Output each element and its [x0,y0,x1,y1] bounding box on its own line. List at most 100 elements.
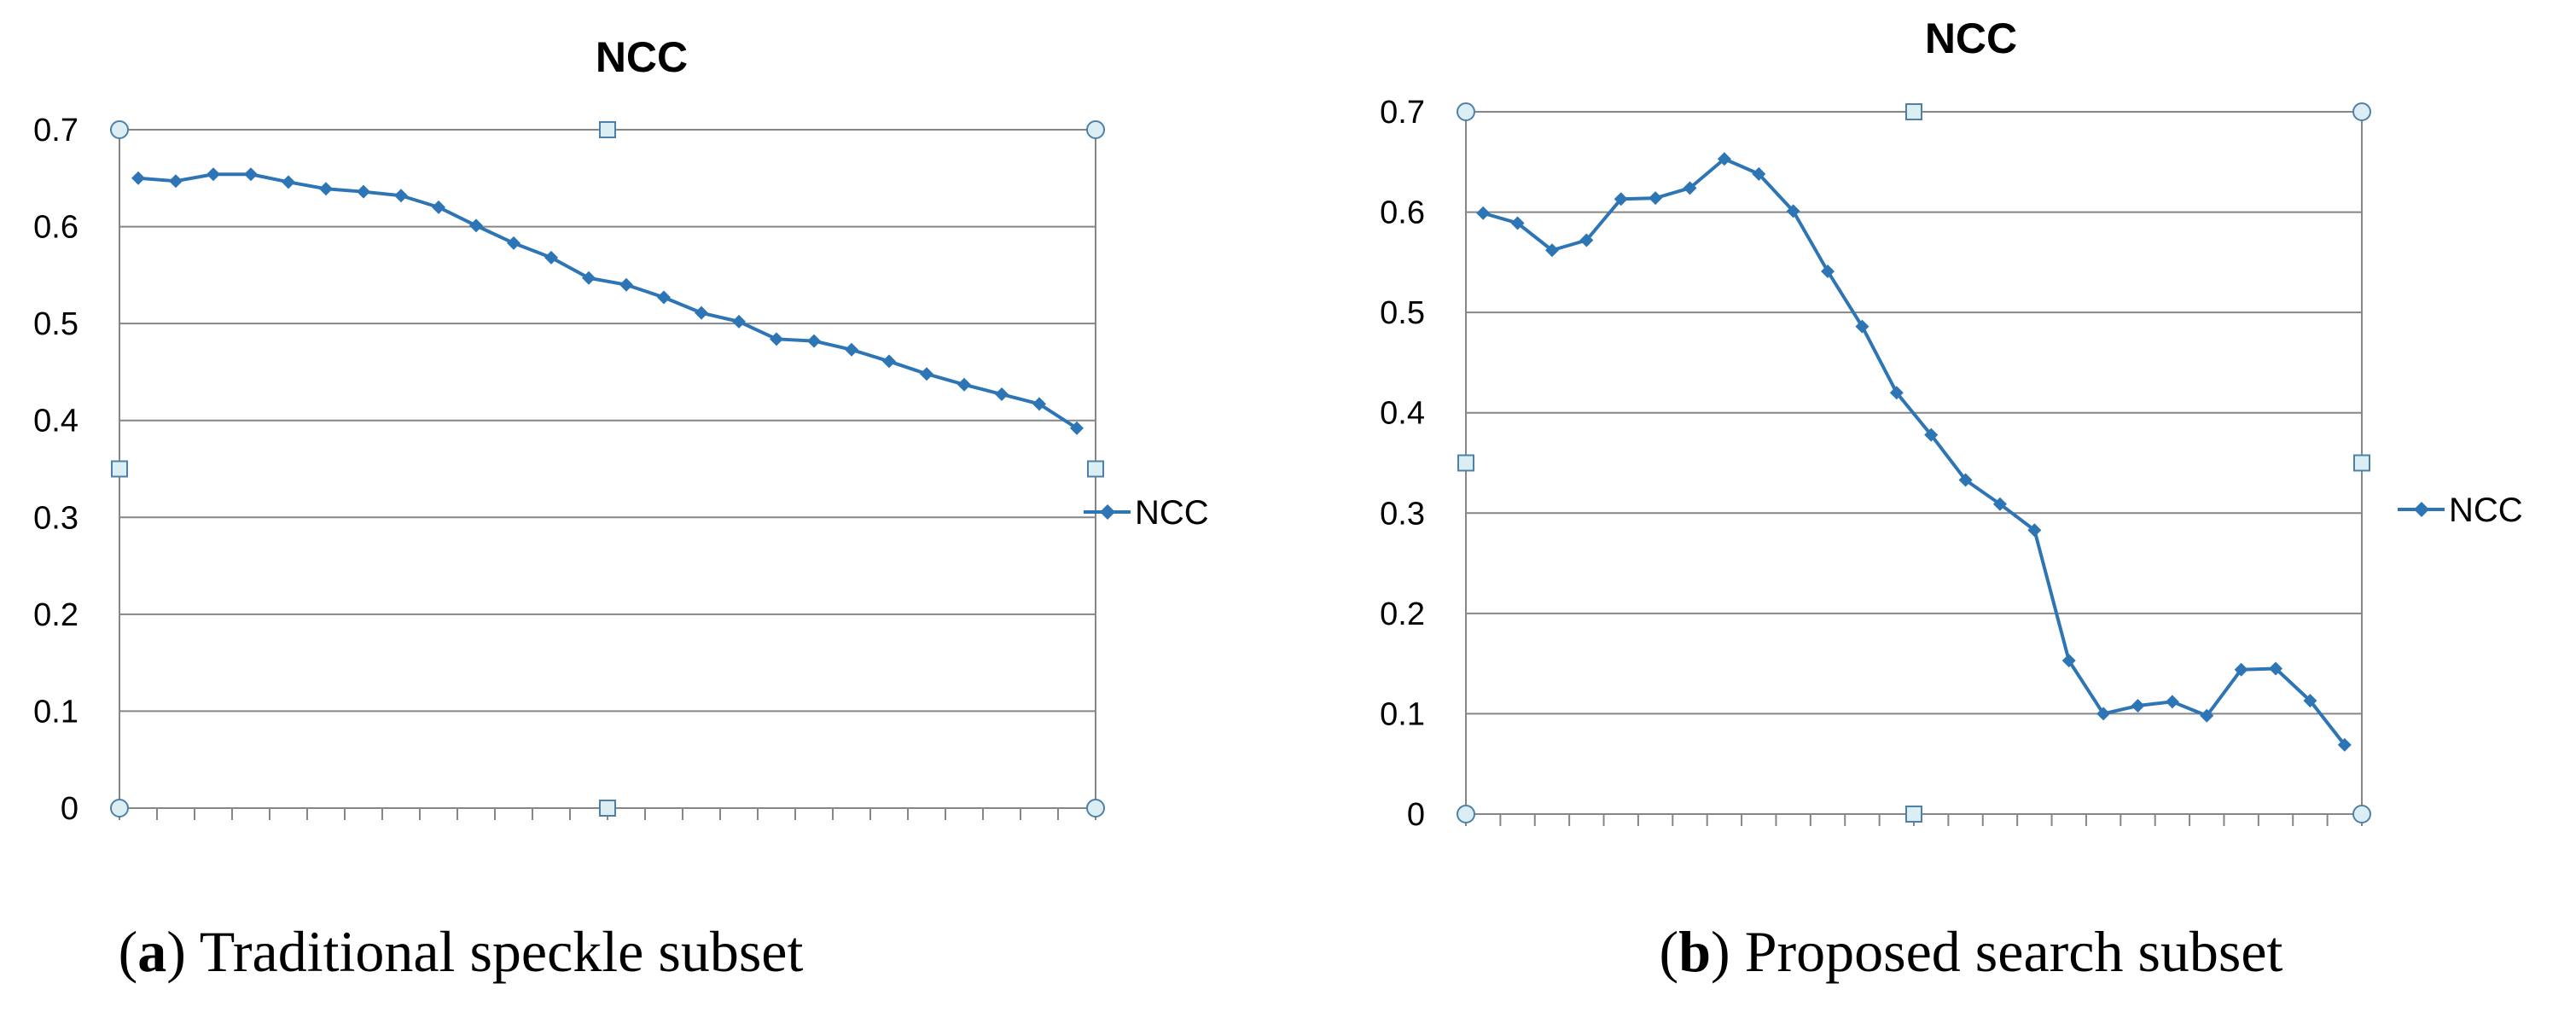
y-tick-label: 0.6 [1380,195,1425,231]
y-tick-label: 0.5 [1380,295,1425,331]
data-point [1924,428,1939,442]
legend-marker [2414,502,2429,517]
data-point [920,367,933,381]
data-point [432,200,445,214]
resize-handle-corner[interactable] [110,799,129,817]
resize-handle-edge[interactable] [599,121,616,138]
data-point [169,174,183,189]
data-point [1614,192,1628,207]
data-point [2303,694,2317,708]
data-point [807,334,821,348]
data-point [131,171,145,185]
data-point [619,277,633,292]
resize-handle-corner[interactable] [1457,805,1475,823]
data-point [657,290,671,305]
data-point [469,218,483,233]
data-point [394,189,408,203]
data-point [957,377,971,392]
resize-handle-edge[interactable] [1087,460,1104,478]
legend-marker [1100,504,1115,520]
resize-handle-corner[interactable] [2352,102,2371,121]
chart-title: NCC [1925,15,2017,62]
data-point [1579,233,1594,247]
data-point [1821,264,1835,278]
data-point [1717,152,1731,166]
chart-title: NCC [596,33,688,81]
y-tick-label: 0.2 [33,597,79,633]
series-line-ncc [137,172,1079,430]
series-line-ncc [1482,157,2346,747]
data-point [1032,397,1046,411]
data-point [1683,181,1697,195]
y-tick-label: 0.6 [33,210,79,246]
data-point [2061,654,2076,668]
data-point [1649,191,1663,206]
resize-handle-corner[interactable] [1086,120,1105,139]
legend-label: NCC [2449,492,2523,529]
data-point [2165,695,2179,709]
plot-area [1465,111,2363,815]
y-tick-label: 0 [61,791,79,827]
data-point [1992,497,2007,511]
data-point [1544,243,1559,258]
data-point [206,167,220,182]
resize-handle-corner[interactable] [2352,805,2371,823]
data-point [1958,473,1973,487]
chart-b: NCC 0 0.1 0.2 0.3 0.4 0.5 0.6 0.7 NCC [1380,15,2523,833]
data-point [282,175,295,189]
resize-handle-edge[interactable] [111,460,128,478]
data-point [2027,523,2042,538]
data-point [882,354,896,369]
data-point [1476,206,1491,220]
resize-handle-edge[interactable] [1905,806,1922,823]
data-point [1889,386,1904,400]
caption-b: (b) Proposed search subset [1660,919,2283,984]
data-point [244,167,258,182]
data-point [2337,737,2352,752]
caption-b-text: Proposed search subset [1730,919,2283,984]
data-point [1855,319,1869,334]
y-tick-label: 0.3 [33,500,79,536]
y-tick-label: 0.1 [33,694,79,730]
plot-area [119,129,1096,809]
caption-b-letter: b [1678,919,1711,984]
y-tick-label: 0.4 [1380,396,1425,432]
data-point [357,184,370,199]
data-point [1510,216,1525,230]
resize-handle-edge[interactable] [1457,454,1474,472]
data-point [845,342,858,357]
y-tick-label: 0.1 [1380,696,1425,732]
data-point [2200,708,2214,723]
y-tick-label: 0.7 [33,113,79,148]
y-tick-label: 0.5 [33,306,79,342]
legend-label: NCC [1135,494,1209,532]
data-point [732,314,746,329]
resize-handle-edge[interactable] [599,800,616,817]
y-tick-label: 0.2 [1380,596,1425,632]
y-tick-label: 0.3 [1380,496,1425,532]
data-point [582,271,596,285]
y-tick-label: 0.7 [1380,95,1425,131]
data-point [507,236,520,250]
caption-a: (a) Traditional speckle subset [119,919,804,984]
data-point [2131,699,2145,713]
y-tick-label: 0.4 [33,404,79,439]
data-point [319,182,333,196]
data-point [544,250,558,265]
data-point [1752,166,1766,181]
resize-handle-corner[interactable] [1457,102,1475,121]
resize-handle-corner[interactable] [110,120,129,139]
y-tick-label: 0 [1407,797,1425,833]
data-point [2096,707,2111,721]
resize-handle-edge[interactable] [1905,103,1922,120]
data-point [770,332,783,346]
chart-a: NCC 0 0.1 0.2 0.3 0.4 0.5 0.6 0.7 NCC [33,33,1209,827]
data-point [2269,661,2283,676]
data-point [995,387,1009,402]
data-point [695,305,708,320]
resize-handle-edge[interactable] [2353,454,2370,472]
caption-a-text: Traditional speckle subset [186,919,804,984]
data-point [1786,204,1800,218]
resize-handle-corner[interactable] [1086,799,1105,817]
